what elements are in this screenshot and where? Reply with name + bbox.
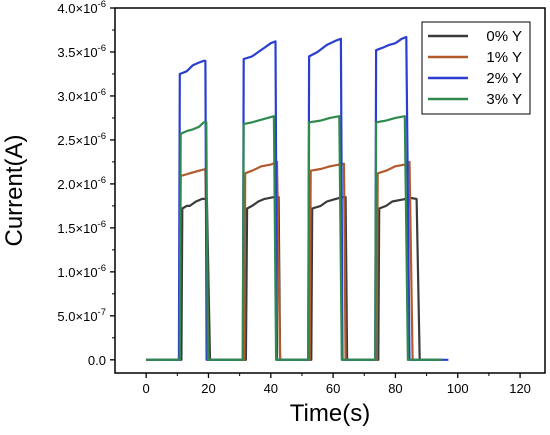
plot-frame <box>114 7 546 374</box>
series-line-3 <box>146 115 443 361</box>
y-tick-label-3: 1.5×10-6 <box>57 219 106 236</box>
y-tick-label-6: 3.0×10-6 <box>57 87 106 104</box>
legend: 0% Y 1% Y 2% Y 3% Y <box>421 21 531 115</box>
y-tick-label-0: 0.0 <box>88 353 106 368</box>
x-tick-label-4: 80 <box>388 381 402 396</box>
legend-label-2: 2% Y <box>486 70 522 87</box>
y-tick-label-5: 2.5×10-6 <box>57 131 106 148</box>
y-tick-label-4: 2.0×10-6 <box>57 175 106 192</box>
y-axis-title: Current(A) <box>1 134 28 246</box>
series-layer <box>146 35 449 361</box>
x-axis-title: Time(s) <box>290 400 370 427</box>
y-tick-label-7: 3.5×10-6 <box>57 43 106 60</box>
y-tick-label-8: 4.0×10-6 <box>57 0 106 16</box>
legend-label-3: 3% Y <box>486 91 522 108</box>
x-axis: 0 20 40 60 80 100 120 <box>143 373 531 396</box>
x-tick-label-3: 60 <box>326 381 340 396</box>
x-tick-label-6: 120 <box>509 381 531 396</box>
y-tick-label-1: 5.0×10-7 <box>57 307 106 324</box>
y-axis: 0.0 5.0×10-7 1.0×10-6 1.5×10-6 2.0×10-6 2.5×1… <box>57 0 115 368</box>
x-tick-label-1: 20 <box>201 381 215 396</box>
legend-label-0: 0% Y <box>486 28 522 45</box>
x-tick-label-2: 40 <box>264 381 278 396</box>
series-line-1 <box>146 160 443 361</box>
legend-label-1: 1% Y <box>486 49 522 66</box>
x-tick-label-5: 100 <box>447 381 469 396</box>
x-tick-label-0: 0 <box>143 381 150 396</box>
y-tick-label-2: 1.0×10-6 <box>57 263 106 280</box>
